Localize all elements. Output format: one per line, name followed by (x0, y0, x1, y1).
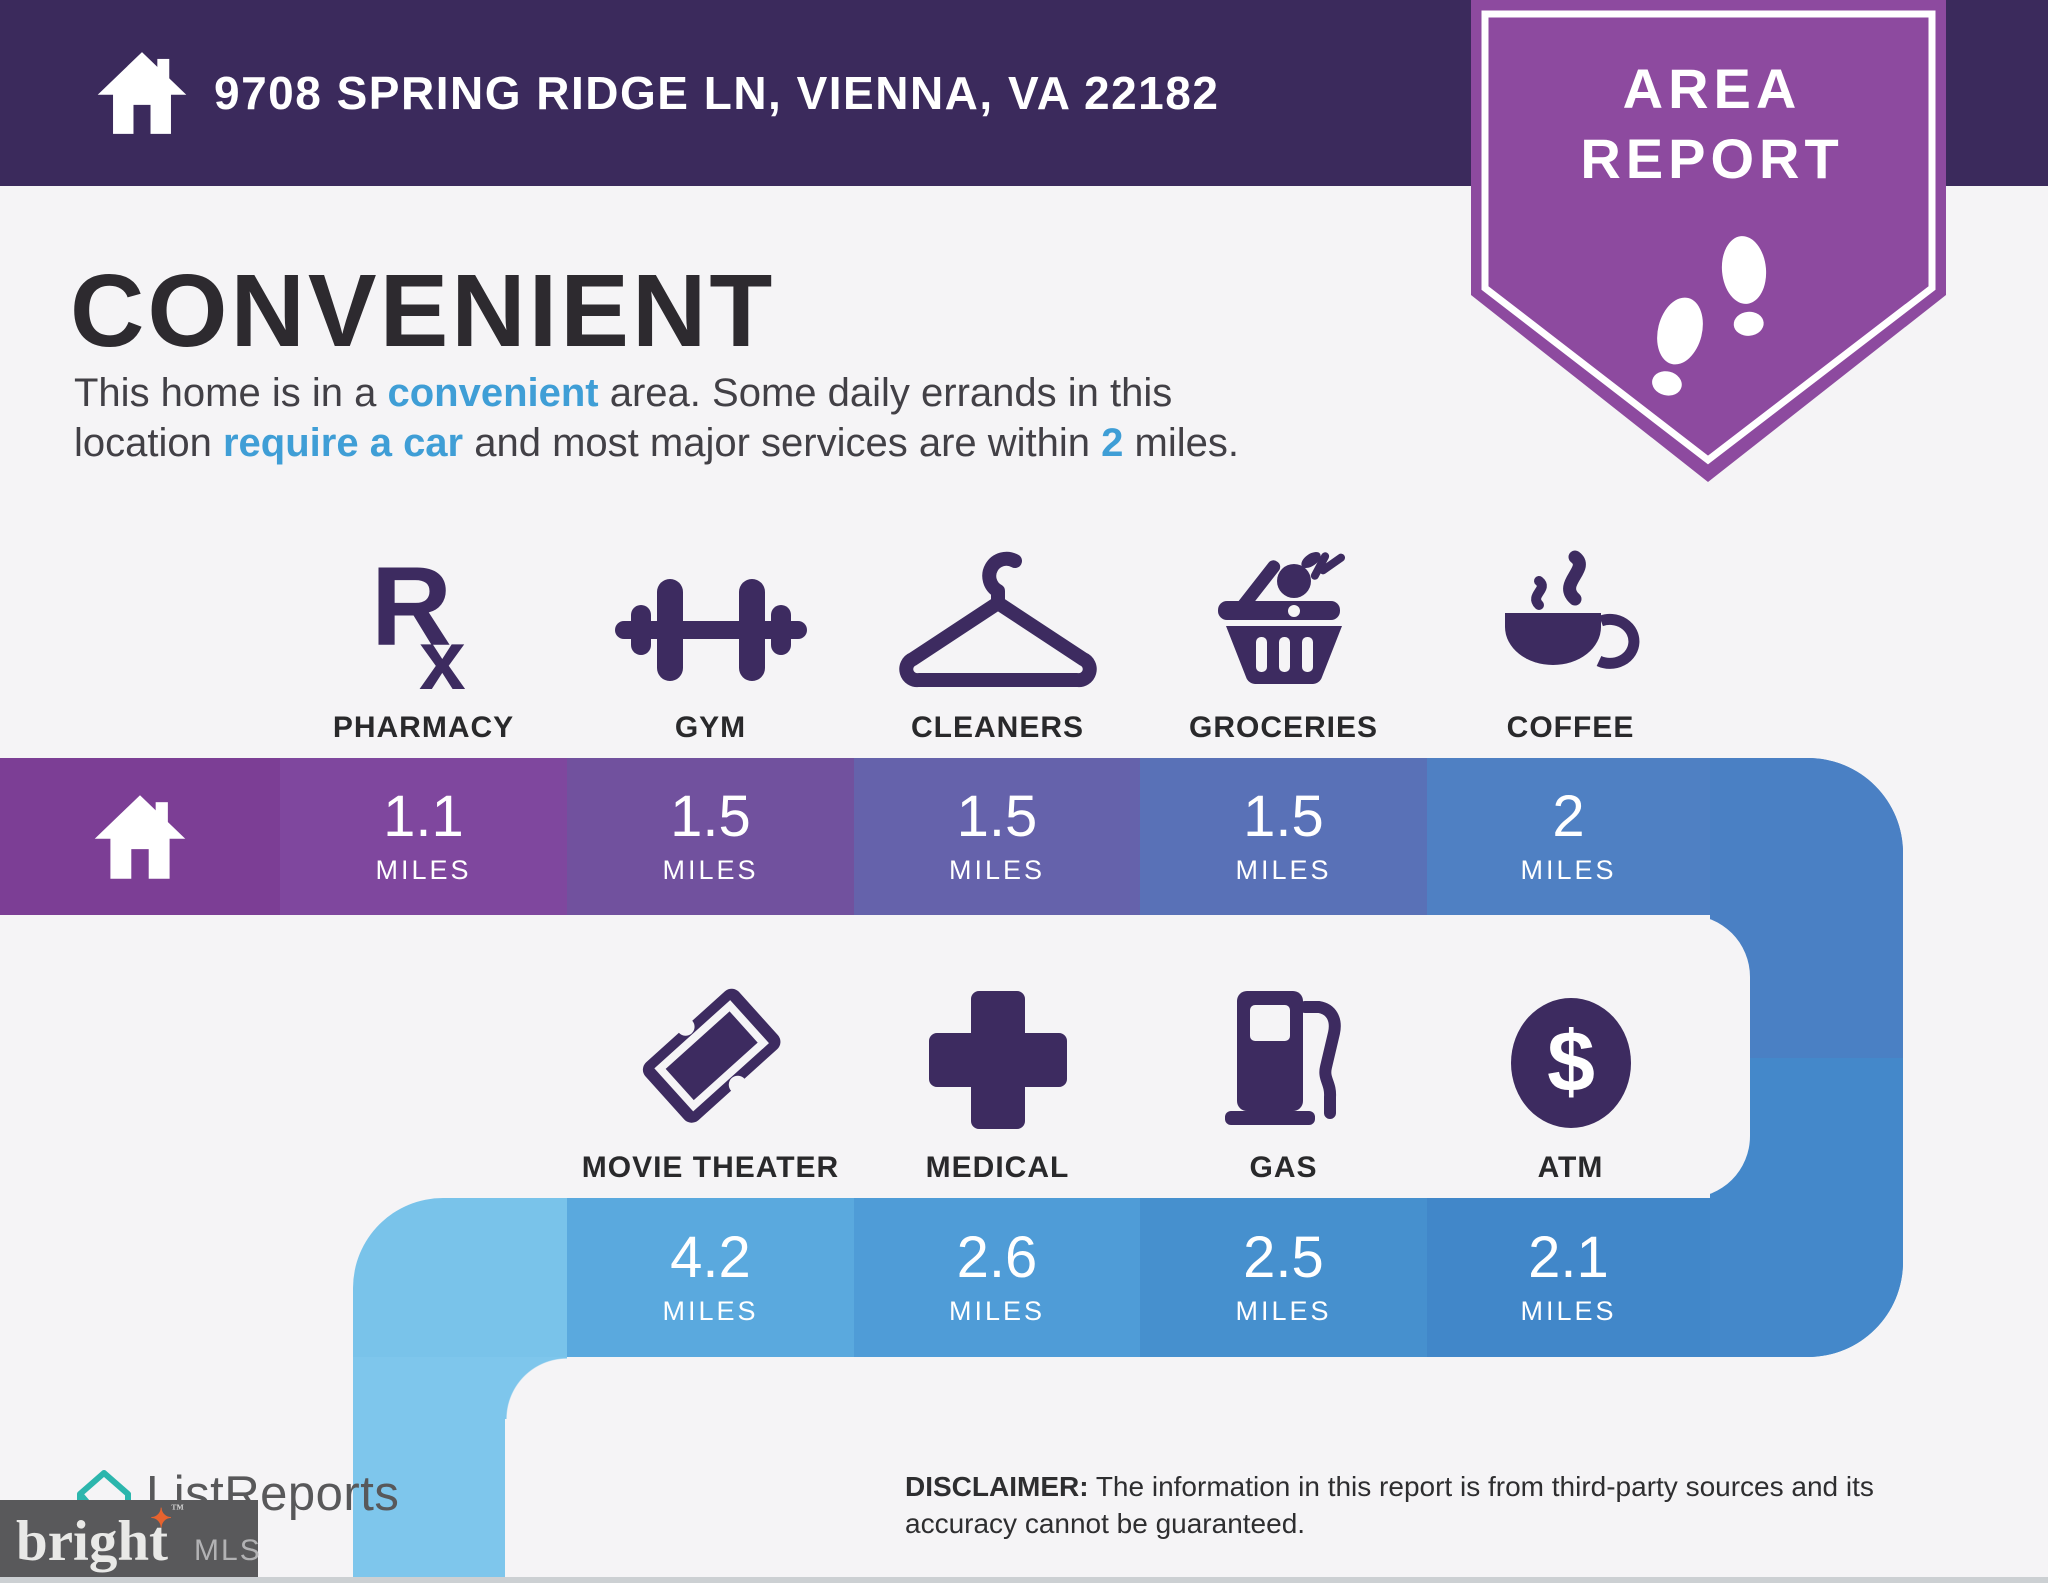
property-address: 9708 SPRING RIDGE LN, VIENNA, VA 22182 (214, 67, 1220, 119)
plain-text: miles. (1123, 421, 1239, 465)
intro-line-1: This home is in a convenient area. Some … (74, 368, 1239, 418)
amenity-label: GROCERIES (1188, 711, 1379, 744)
area-report-badge: AREA REPORT (1471, 0, 1946, 482)
distance-value: 2.5 (1243, 1224, 1324, 1290)
distance-band-row2: 4.2 MILES 2.6 MILES 2.5 MILES 2.1 MILES (353, 1198, 1903, 1357)
distance-cell: 2.5 MILES (1140, 1198, 1427, 1357)
path-corner-fillet (505, 1357, 567, 1419)
distance-value: 1.5 (956, 783, 1038, 849)
path-bottom-strip (353, 1357, 505, 1577)
plain-text: area. Some daily errands in this (598, 371, 1173, 415)
distance-cell: 1.5 MILES (854, 758, 1140, 915)
page-title: CONVENIENT (70, 253, 776, 368)
footprints-icon (1652, 236, 1767, 396)
svg-text:$: $ (1547, 1014, 1595, 1110)
distance-cell: 1.1 MILES (280, 758, 567, 915)
disclaimer-label: DISCLAIMER: (905, 1471, 1089, 1502)
intro-paragraph: This home is in a convenient area. Some … (74, 368, 1239, 468)
bright-mls-logo: bright ✦ ™ MLS (0, 1500, 260, 1583)
cleaners-icon (898, 551, 1097, 688)
distance-cell: 1.5 MILES (567, 758, 854, 915)
distance-unit: MILES (1520, 854, 1617, 885)
pharmacy-icon: R x (371, 549, 466, 695)
medical-cross-icon (928, 991, 1067, 1129)
bottom-edge-line (0, 1577, 2048, 1583)
amenity-label: ATM (1537, 1151, 1604, 1184)
distance-cell: 4.2 MILES (567, 1198, 854, 1357)
plain-text: and most major services are within (463, 421, 1102, 465)
amenity-atm: $ ATM (1427, 985, 1714, 1185)
groceries-icon (1217, 552, 1345, 684)
amenity-label: MOVIE THEATER (581, 1151, 840, 1184)
disclaimer-text: DISCLAIMER: The information in this repo… (905, 1468, 1915, 1542)
amenity-groceries: GROCERIES (1140, 545, 1427, 745)
distance-unit: MILES (948, 1295, 1046, 1326)
gym-icon (614, 579, 807, 681)
badge-pennant-shape (1471, 0, 1946, 482)
distance-value: 1.5 (1243, 783, 1324, 849)
intro-line-2: location require a car and most major se… (74, 418, 1239, 468)
amenity-medical: MEDICAL (854, 985, 1141, 1185)
highlighted-text: convenient (387, 371, 599, 415)
distance-unit: MILES (948, 854, 1046, 885)
distance-unit: MILES (1235, 1295, 1332, 1326)
disclaimer-line1: The information in this report is from t… (1088, 1471, 1874, 1502)
disclaimer-line2: accuracy cannot be guaranteed. (905, 1508, 1306, 1539)
amenity-label: CLEANERS (910, 711, 1084, 744)
home-icon (97, 52, 187, 134)
amenity-gym: GYM (567, 545, 854, 745)
bright-text: bright (16, 1510, 169, 1573)
distance-unit: MILES (662, 854, 759, 885)
distance-value: 1.1 (383, 783, 464, 849)
amenity-label: GAS (1249, 1151, 1318, 1184)
distance-value: 1.5 (670, 783, 751, 849)
distance-value: 2.6 (956, 1224, 1038, 1290)
atm-icon: $ (1510, 998, 1631, 1128)
amenity-label: GYM (674, 711, 747, 744)
home-icon (94, 794, 186, 879)
band-left-filler (353, 1198, 567, 1357)
amenity-gas: GAS (1140, 985, 1427, 1185)
distance-unit: MILES (1520, 1295, 1617, 1326)
plain-text: location (74, 421, 223, 465)
band-turn-filler (1710, 1198, 1903, 1357)
amenity-movie-theater: MOVIE THEATER (567, 985, 854, 1185)
highlighted-text: 2 (1101, 421, 1124, 465)
distance-value: 2.1 (1528, 1224, 1609, 1290)
amenity-coffee: COFFEE (1427, 545, 1714, 745)
home-start-block (0, 758, 280, 915)
mls-text: MLS (194, 1534, 262, 1567)
distance-unit: MILES (662, 1295, 759, 1326)
amenity-pharmacy: R x PHARMACY (280, 545, 567, 745)
amenity-label: MEDICAL (925, 1151, 1070, 1184)
movie-ticket-icon (642, 988, 780, 1123)
distance-cell: 2.1 MILES (1427, 1198, 1710, 1357)
amenity-label: COFFEE (1506, 711, 1635, 744)
plain-text: This home is in a (74, 371, 388, 415)
star-icon: ✦ (150, 1504, 173, 1533)
distance-band-row1: 1.1 MILES 1.5 MILES 1.5 MILES 1.5 MILES … (0, 758, 1903, 915)
svg-text:R: R (371, 549, 452, 669)
distance-unit: MILES (375, 854, 472, 885)
coffee-icon (1504, 550, 1639, 669)
gas-pump-icon (1224, 991, 1341, 1125)
trademark-symbol: ™ (171, 1501, 185, 1516)
badge-line2: REPORT (1580, 127, 1843, 190)
distance-cell: 2 MILES (1427, 758, 1710, 915)
badge-line1: AREA (1623, 57, 1802, 120)
distance-cell: 1.5 MILES (1140, 758, 1427, 915)
distance-cell: 2.6 MILES (854, 1198, 1140, 1357)
distance-value: 4.2 (670, 1224, 751, 1290)
distance-unit: MILES (1235, 854, 1332, 885)
amenity-label: PHARMACY (332, 711, 515, 744)
bright-wordmark: bright ✦ ™ (16, 1500, 184, 1583)
highlighted-text: require a car (222, 421, 464, 465)
distance-value: 2 (1552, 783, 1585, 849)
amenity-cleaners: CLEANERS (854, 545, 1141, 745)
svg-text:x: x (419, 613, 466, 695)
